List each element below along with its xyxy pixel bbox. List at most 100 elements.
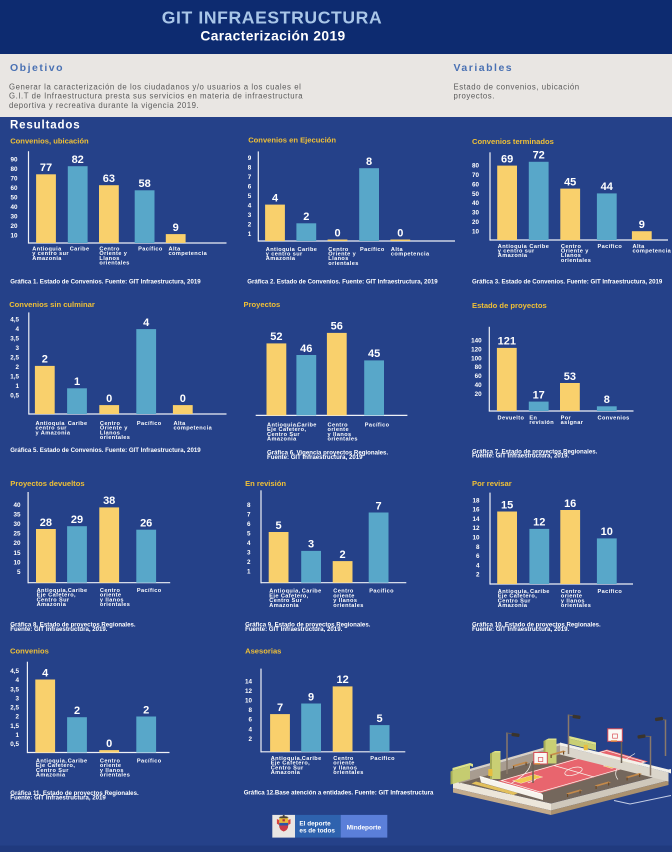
svg-text:35: 35 [13, 512, 21, 519]
svg-text:Centro Sur: Centro Sur [37, 597, 70, 603]
svg-text:7: 7 [247, 511, 251, 518]
svg-text:12: 12 [472, 525, 480, 532]
svg-text:82: 82 [72, 154, 84, 166]
svg-text:9: 9 [173, 222, 179, 234]
svg-text:7: 7 [376, 500, 382, 512]
svg-text:10: 10 [601, 526, 613, 538]
svg-text:orientales: orientales [100, 602, 130, 608]
svg-text:12: 12 [245, 688, 253, 695]
svg-text:Objetivo: Objetivo [10, 62, 64, 74]
svg-text:Amazonia: Amazonia [498, 603, 528, 609]
svg-text:28: 28 [40, 517, 52, 529]
svg-text:80: 80 [10, 166, 18, 173]
svg-text:2: 2 [143, 704, 149, 716]
svg-text:1: 1 [74, 376, 80, 388]
svg-text:8: 8 [366, 156, 372, 168]
svg-text:0: 0 [106, 738, 112, 750]
svg-text:40: 40 [475, 382, 483, 389]
svg-text:Alta: Alta [174, 421, 187, 427]
svg-text:Caracterización 2019: Caracterización 2019 [200, 28, 345, 43]
svg-text:10: 10 [10, 232, 18, 239]
svg-text:52: 52 [270, 331, 282, 343]
svg-text:6: 6 [476, 553, 480, 560]
svg-text:3: 3 [15, 695, 19, 702]
svg-text:Llanos: Llanos [100, 430, 120, 436]
svg-text:69: 69 [501, 153, 513, 165]
svg-text:4: 4 [247, 540, 251, 547]
svg-text:Amazonia: Amazonia [271, 770, 301, 776]
svg-text:Antioquia,: Antioquia, [269, 589, 300, 595]
svg-text:Caribe: Caribe [68, 421, 88, 427]
svg-text:Centro: Centro [100, 588, 121, 594]
svg-text:orientales: orientales [333, 770, 363, 776]
svg-text:Centro Sur: Centro Sur [498, 598, 531, 604]
svg-text:G.I.T de Infraestructura prest: G.I.T de Infraestructura presta sus serv… [9, 92, 303, 101]
svg-text:100: 100 [471, 355, 482, 362]
svg-text:5: 5 [247, 530, 251, 537]
svg-text:Amazonia: Amazonia [498, 253, 528, 259]
svg-text:14: 14 [245, 678, 253, 685]
svg-text:Caribe: Caribe [302, 589, 322, 595]
svg-text:Amazonia: Amazonia [267, 437, 297, 443]
svg-text:Estado de proyectos: Estado de proyectos [472, 301, 547, 310]
svg-text:16: 16 [564, 498, 576, 510]
svg-text:oriente: oriente [328, 427, 349, 433]
svg-text:140: 140 [471, 337, 482, 344]
svg-text:Pacífico: Pacífico [598, 589, 623, 595]
svg-text:38: 38 [103, 495, 115, 507]
svg-text:4,5: 4,5 [10, 316, 19, 323]
svg-text:Antioquia: Antioquia [266, 247, 296, 253]
svg-text:competencia: competencia [174, 426, 213, 432]
svg-text:63: 63 [103, 173, 115, 185]
svg-text:En: En [529, 415, 537, 421]
svg-text:2: 2 [303, 211, 309, 223]
svg-text:4: 4 [248, 726, 252, 733]
svg-text:Caribe: Caribe [297, 423, 317, 429]
svg-text:8: 8 [604, 394, 610, 406]
svg-text:2: 2 [340, 549, 346, 561]
svg-text:competencia: competencia [169, 251, 208, 257]
svg-text:1: 1 [248, 231, 252, 238]
svg-text:45: 45 [564, 176, 576, 188]
svg-text:Variables: Variables [454, 62, 514, 74]
svg-text:25: 25 [13, 531, 21, 538]
svg-text:1,5: 1,5 [10, 723, 19, 730]
svg-text:2: 2 [74, 705, 80, 717]
svg-text:9: 9 [248, 155, 252, 162]
svg-text:4: 4 [15, 677, 19, 684]
svg-text:1,5: 1,5 [10, 374, 19, 381]
svg-text:es de todos: es de todos [299, 827, 335, 834]
svg-text:Centro Sur: Centro Sur [271, 765, 304, 771]
svg-text:70: 70 [10, 176, 18, 183]
svg-text:Centro Sur: Centro Sur [269, 598, 302, 604]
svg-text:53: 53 [564, 371, 576, 383]
svg-text:121: 121 [498, 336, 516, 348]
svg-text:asignar: asignar [561, 420, 584, 426]
svg-text:Gráfica 10. Estado de proyecto: Gráfica 10. Estado de proyectos Regional… [472, 621, 601, 628]
svg-text:Por revisar: Por revisar [472, 479, 512, 488]
svg-text:orientales: orientales [99, 261, 129, 267]
svg-text:90: 90 [10, 157, 18, 164]
svg-text:Antioquia: Antioquia [32, 246, 62, 252]
svg-text:4: 4 [143, 317, 150, 329]
svg-text:0: 0 [180, 393, 186, 405]
svg-text:0: 0 [106, 393, 112, 405]
svg-text:y centro sur: y centro sur [498, 249, 535, 255]
svg-text:18: 18 [472, 497, 480, 504]
svg-text:Centro Sur: Centro Sur [267, 432, 300, 438]
svg-text:Amazonia: Amazonia [32, 256, 62, 262]
svg-text:Eje Cafetero,: Eje Cafetero, [267, 427, 306, 433]
svg-text:Eje Cafetero,: Eje Cafetero, [37, 593, 76, 599]
svg-text:6: 6 [247, 521, 251, 528]
svg-text:Caribe: Caribe [530, 589, 550, 595]
svg-text:3,5: 3,5 [10, 686, 19, 693]
svg-text:orientales: orientales [561, 603, 591, 609]
svg-text:Convenios: Convenios [10, 647, 49, 656]
svg-text:Gráfica 1. Estado de Convenios: Gráfica 1. Estado de Convenios. Fuente: … [10, 279, 201, 286]
svg-text:72: 72 [533, 150, 545, 162]
svg-text:40: 40 [472, 200, 480, 207]
svg-text:Centro: Centro [99, 246, 120, 252]
svg-text:Generar la caracterización de: Generar la caracterización de los ciudad… [9, 83, 301, 92]
svg-text:3: 3 [248, 212, 252, 219]
svg-text:80: 80 [475, 364, 483, 371]
